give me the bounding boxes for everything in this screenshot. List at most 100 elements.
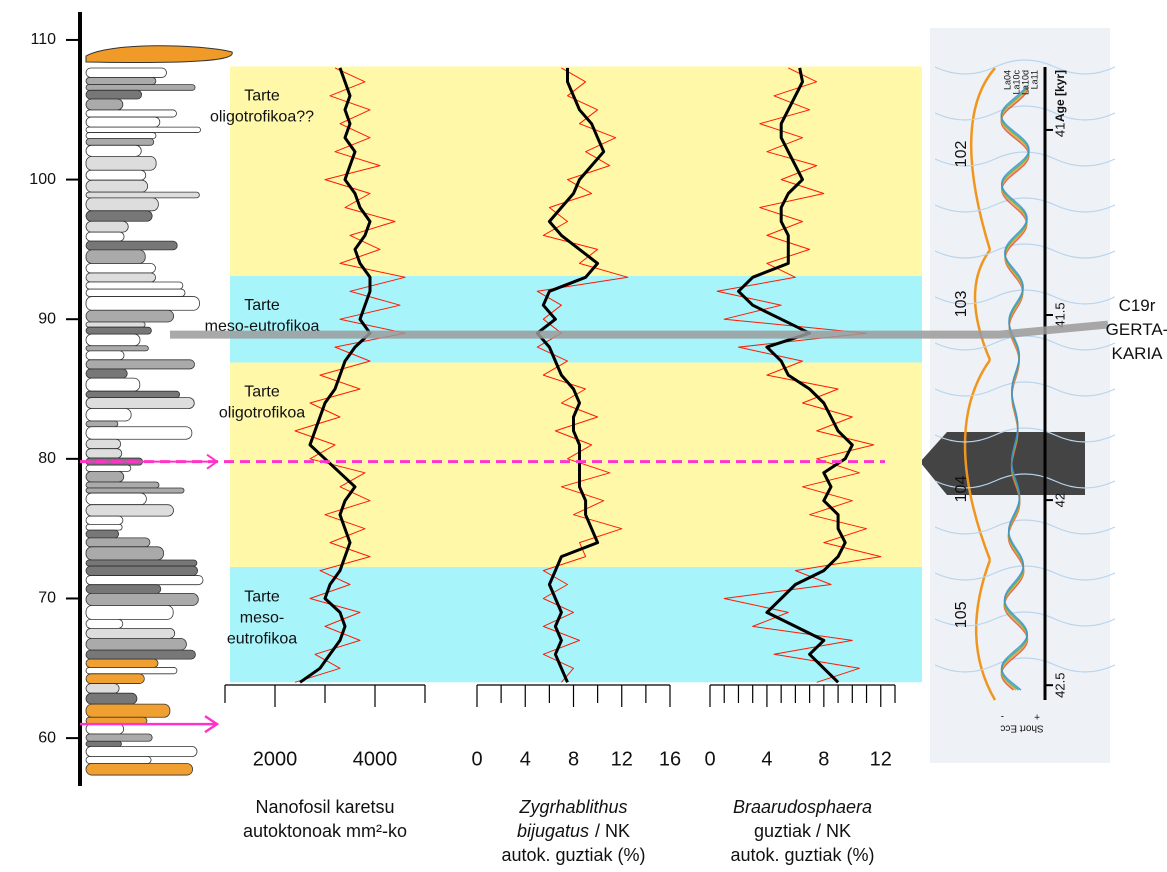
- data-line: [737, 67, 854, 684]
- lithology-bed: [85, 481, 160, 489]
- lithology-bed: [85, 703, 171, 718]
- x-tick-label: 12: [870, 748, 892, 770]
- lithology-bed: [85, 321, 146, 328]
- lithology-top: [85, 45, 233, 64]
- x-tick-label: 12: [611, 748, 633, 770]
- lithology-bed: [85, 408, 132, 422]
- lithology-bed: [85, 350, 125, 361]
- lithology-bed: [85, 649, 196, 660]
- lithology-bed: [85, 667, 178, 675]
- lithology-bed: [85, 359, 195, 370]
- lithology-bed: [85, 126, 201, 133]
- band-label: Tarte: [244, 588, 280, 605]
- lithology-bed: [85, 138, 155, 146]
- x-axis-label: Nanofosil karetsu: [255, 797, 394, 817]
- event-arrow: [80, 715, 220, 734]
- lithology-bed: [85, 448, 123, 459]
- band-label: eutrofikoa: [227, 630, 297, 647]
- lithology-bed: [85, 116, 161, 128]
- x-axis-label: autok. guztiak (%): [501, 845, 645, 865]
- x-tick-label: 4000: [353, 748, 398, 770]
- age-tick-label: 42.5: [1052, 673, 1067, 698]
- lithology-bed: [85, 565, 198, 576]
- lithology-bed: [85, 89, 142, 100]
- lithology-bed: [85, 231, 125, 242]
- plot-layer: Tarte oligotrofikoa?? Tarte meso-eutrofikoa…: [29, 12, 1167, 865]
- background-wave: [934, 427, 1116, 443]
- lithology-bed: [85, 740, 122, 747]
- lithology-bed: [85, 326, 152, 335]
- x-axis-label: autok. guztiak (%): [730, 845, 874, 865]
- lithology-bed: [85, 420, 119, 428]
- lithology-bed: [85, 390, 181, 398]
- x-axis-label: autoktonoak mm²-ko: [243, 821, 407, 841]
- lithology-bed: [85, 515, 124, 525]
- background-wave: [934, 611, 1116, 627]
- lithology-bed: [85, 546, 164, 561]
- cycle-label: 102: [953, 141, 970, 168]
- lithology-bed: [85, 763, 193, 776]
- background-wave: [934, 243, 1116, 259]
- event-label: KARIA: [1111, 344, 1163, 363]
- lithology-bed: [85, 144, 142, 157]
- background-wave: [934, 473, 1116, 489]
- x-axis-label: Braarudosphaera: [733, 797, 872, 817]
- data-line: [294, 67, 406, 683]
- lithology-bed: [85, 523, 123, 531]
- lithology-bed: [85, 67, 167, 78]
- event-label: C19r: [1119, 296, 1156, 315]
- x-tick-label: 8: [818, 748, 829, 770]
- cycle-label: 103: [953, 290, 970, 317]
- band-label: Tarte: [244, 297, 280, 314]
- lithology-bed: [85, 220, 129, 233]
- lithology-bed: [85, 333, 141, 347]
- age-tick-label: 41: [1052, 123, 1067, 137]
- x-axis-label: bijugatus / NK: [517, 821, 630, 841]
- y-tick-label: 110: [30, 31, 56, 48]
- y-tick-label: 80: [38, 450, 56, 467]
- lithology-bed: [85, 683, 120, 694]
- y-tick-label: 100: [29, 171, 56, 188]
- lithology-bed: [85, 197, 159, 212]
- cycle-label: 105: [953, 601, 970, 628]
- background-wave: [934, 197, 1116, 213]
- lithology-bed: [85, 377, 141, 392]
- lithology-bed: [85, 179, 149, 193]
- x-axis-label-italic: Zygrhablithus: [518, 797, 627, 817]
- x-tick-label: 2000: [253, 748, 298, 770]
- lithology-bed: [85, 464, 132, 472]
- data-line: [299, 67, 372, 684]
- background-wave: [934, 289, 1116, 305]
- lithology-bed: [85, 756, 152, 764]
- lithology-bed: [85, 191, 200, 199]
- lithology-bed: [85, 368, 128, 379]
- lithology-bed: [85, 281, 184, 290]
- lithology-bed: [85, 155, 157, 171]
- lithology-bed: [85, 575, 204, 586]
- data-line: [716, 67, 882, 683]
- lithology-bed: [85, 529, 120, 539]
- lithology-bed: [85, 240, 178, 251]
- lithology-bed: [85, 559, 198, 567]
- band-label: oligotrofikoa??: [210, 109, 314, 126]
- x-tick-label: 16: [659, 748, 681, 770]
- x-axis-label-italic: Braarudosphaera: [733, 797, 872, 817]
- band-label: oligotrofikoa: [219, 405, 305, 422]
- background-wave: [934, 381, 1116, 397]
- cycle-brackets: [963, 67, 997, 701]
- lithology-bed: [85, 109, 177, 118]
- lithology-bed: [85, 249, 146, 264]
- lithology-bed: [85, 296, 200, 311]
- x-axis-label: Zygrhablithus: [518, 797, 627, 817]
- lithology-bed: [85, 658, 159, 668]
- cycle-label: 104: [953, 476, 970, 503]
- lithology-bed: [85, 263, 156, 274]
- x-tick-label: 8: [568, 748, 579, 770]
- lithology-bed: [85, 487, 185, 494]
- event-arrow: [80, 453, 219, 470]
- background-wave: [934, 657, 1116, 673]
- band-label: Tarte: [244, 88, 280, 105]
- ecc-end: +: [1034, 710, 1040, 721]
